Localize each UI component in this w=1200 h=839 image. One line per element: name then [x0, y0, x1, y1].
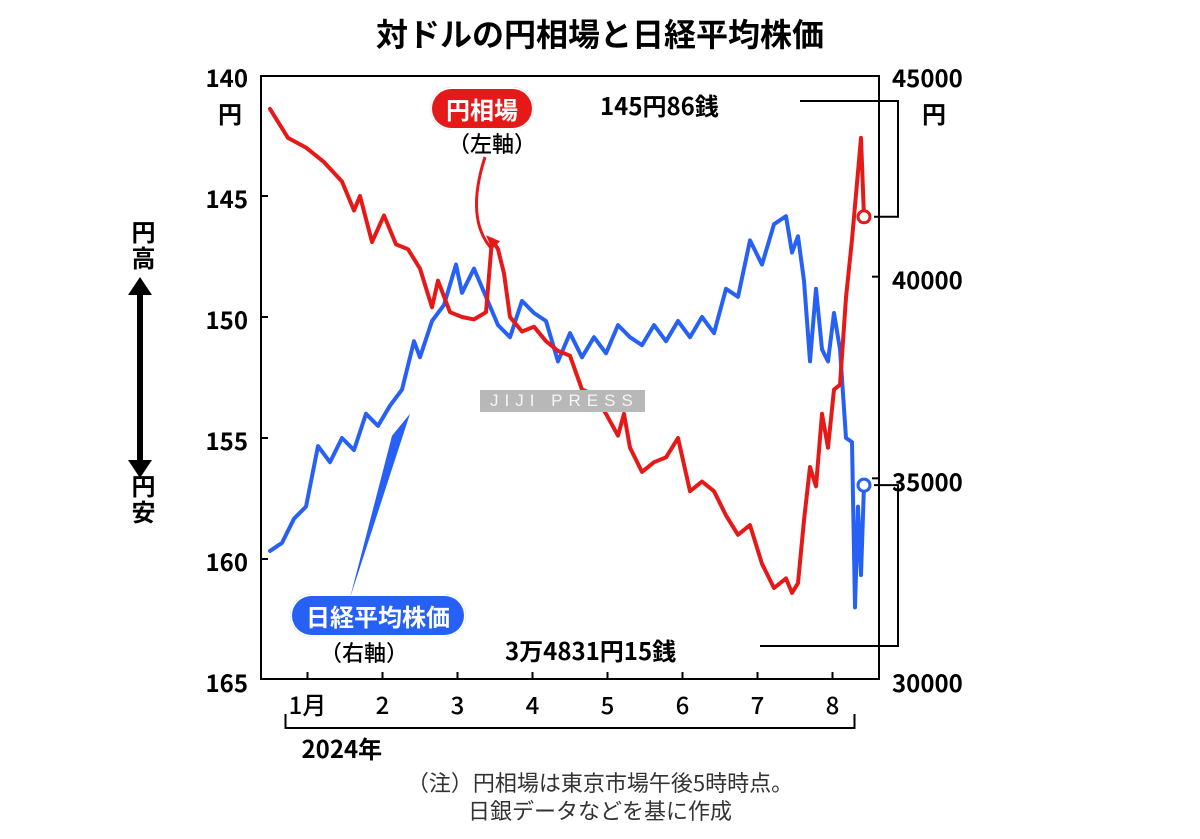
chart-title: 対ドルの円相場と日経平均株価 — [0, 10, 1200, 56]
left-tick-150: 150 — [206, 301, 248, 336]
nikkei-line — [270, 216, 864, 607]
left-tick-145: 145 — [206, 180, 248, 215]
x-month-2: 2 — [376, 686, 390, 721]
yen-last-label: 145円86銭 — [600, 87, 719, 122]
right-tick-40000: 40000 — [892, 261, 963, 296]
x-month-7: 7 — [751, 686, 765, 721]
nikkei-bubble: 日経平均株価 — [290, 594, 466, 637]
yen-last-marker — [858, 211, 870, 223]
yen-high-label: 円高 — [126, 220, 161, 272]
x-month-4: 4 — [526, 686, 540, 721]
left-tick-155: 155 — [206, 422, 248, 457]
plot-area — [260, 75, 880, 680]
yen-low-label: 円安 — [126, 474, 161, 526]
right-tick-45000: 45000 — [892, 59, 963, 94]
nikkei-axis-note: （右軸） — [320, 636, 408, 668]
left-tick-165: 165 — [206, 664, 248, 699]
nikkei-last-label: 3万4831円15銭 — [505, 632, 676, 667]
nikkei-last-marker — [858, 479, 870, 491]
yen-line — [270, 109, 864, 593]
right-tick-30000: 30000 — [892, 664, 963, 699]
yen-axis-note: （左軸） — [448, 127, 536, 159]
x-month-8: 8 — [826, 686, 840, 721]
watermark: JIJI PRESS — [480, 390, 645, 412]
right-tick-35000: 35000 — [892, 463, 963, 498]
x-month-6: 6 — [676, 686, 690, 721]
left-tick-160: 160 — [206, 543, 248, 578]
yen-bubble: 円相場 — [430, 87, 534, 130]
x-year: 2024年 — [302, 730, 383, 765]
footnote-2: 日銀データなどを基に作成 — [0, 794, 1200, 826]
x-month-3: 3 — [451, 686, 465, 721]
x-month-5: 5 — [601, 686, 615, 721]
left-tick-140: 140 — [206, 59, 248, 94]
x-month-1: 1月 — [289, 686, 327, 721]
